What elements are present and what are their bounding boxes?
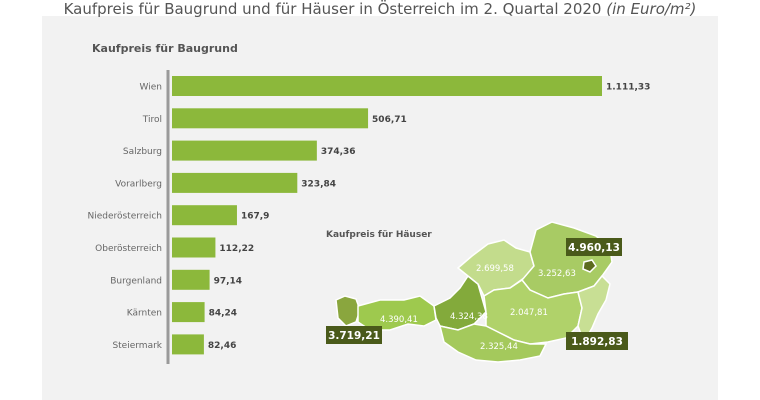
map-region-kaernten [438, 323, 548, 363]
category-label-0: Wien [140, 83, 162, 93]
bar-1 [172, 108, 369, 129]
map-value-niederösterreich: 3.252,63 [538, 269, 576, 279]
value-label-1: 506,71 [372, 115, 407, 125]
map-value-tirol: 4.390,41 [380, 315, 418, 325]
category-label-1: Tirol [142, 115, 162, 125]
category-label-3: Vorarlberg [115, 179, 162, 189]
value-label-7: 84,24 [209, 309, 237, 319]
map-callout-box-burgenland [566, 332, 628, 350]
value-label-5: 112,22 [219, 244, 254, 254]
map-value-oberösterreich: 2.699,58 [476, 264, 514, 274]
chart-title: Kaufpreis für Baugrund und für Häuser in… [0, 0, 760, 18]
map-region-wien [582, 259, 597, 273]
map-callout-value-burgenland: 1.892,83 [571, 336, 623, 348]
bar-3 [172, 172, 298, 193]
value-label-6: 97,14 [214, 276, 242, 286]
category-label-4: Niederösterreich [87, 212, 162, 222]
category-label-6: Burgenland [110, 276, 162, 286]
category-label-8: Steiermark [112, 341, 162, 351]
map-value-kärnten: 2.325,44 [480, 342, 518, 352]
bar-0 [172, 76, 602, 96]
value-label-2: 374,36 [321, 147, 356, 157]
bar-7 [172, 302, 205, 323]
map-region-salzburg [433, 274, 487, 331]
map-callout-box-wien [566, 238, 622, 256]
map-title: Kaufpreis für Häuser [326, 230, 432, 240]
bar-6 [172, 269, 210, 290]
map-callout-value-wien: 4.960,13 [568, 242, 620, 254]
map-value-steiermark: 2.047,81 [510, 308, 548, 318]
category-label-2: Salzburg [123, 147, 162, 157]
title-unit: (in Euro/m²) [606, 0, 697, 18]
map-value-salzburg: 4.324,38 [450, 312, 488, 322]
category-label-5: Oberösterreich [95, 244, 162, 254]
map-region-burgenland [577, 274, 611, 344]
bar-8 [172, 334, 204, 355]
bar-5 [172, 237, 216, 258]
map-callout-box-vorarlberg [326, 326, 382, 344]
bar-2 [172, 140, 317, 161]
bar-4 [172, 205, 237, 226]
value-label-8: 82,46 [208, 341, 236, 351]
bar-chart-title: Kaufpreis für Baugrund [92, 42, 238, 55]
map-callout-value-vorarlberg: 3.719,21 [328, 330, 380, 342]
title-main: Kaufpreis für Baugrund und für Häuser in… [63, 0, 602, 18]
map-region-vorarlberg [335, 295, 361, 327]
category-label-7: Kärnten [127, 309, 162, 319]
value-label-3: 323,84 [301, 179, 336, 189]
value-label-0: 1.111,33 [606, 83, 650, 93]
value-label-4: 167,9 [241, 212, 269, 222]
